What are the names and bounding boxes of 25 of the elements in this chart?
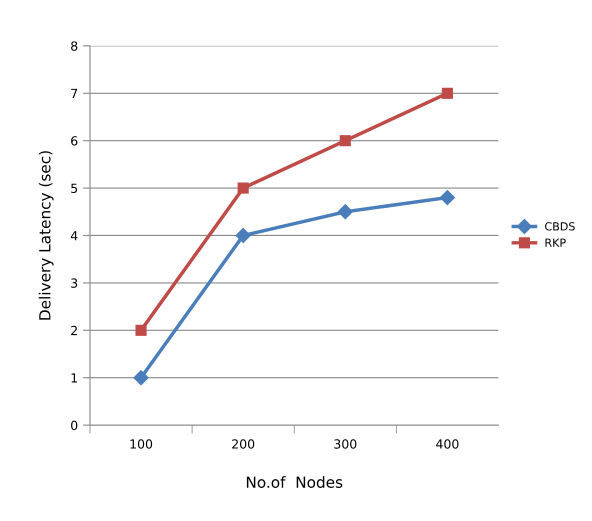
y-tick-label: 1: [72, 373, 78, 382]
point: [238, 182, 249, 194]
point: [442, 88, 453, 99]
point: [440, 190, 455, 206]
y-tick-label: 2: [71, 326, 77, 336]
y-tick-label: 8: [71, 41, 78, 51]
x-tick-label: 100: [130, 439, 152, 449]
y-tick-label: 7: [71, 88, 78, 98]
x-tick-label: 300: [334, 439, 356, 449]
y-tick-label: 0: [71, 420, 78, 430]
point: [236, 228, 251, 244]
point: [338, 204, 353, 220]
y-axis-title: Delivery Latency (sec): [38, 151, 54, 320]
y-tick-label: 4: [70, 231, 78, 240]
point: [340, 135, 351, 146]
legend-label: CBDS: [545, 222, 575, 231]
point: [133, 370, 149, 386]
y-tick-label: 6: [71, 136, 78, 146]
x-axis-title: No.of Nodes: [246, 476, 342, 488]
legend-label: RKP: [546, 238, 566, 247]
x-tick-label: 200: [232, 439, 254, 449]
point: [135, 324, 147, 336]
y-tick-label: 3: [71, 278, 78, 288]
y-tick-label: 5: [71, 184, 78, 194]
x-tick-label: 400: [436, 439, 459, 449]
